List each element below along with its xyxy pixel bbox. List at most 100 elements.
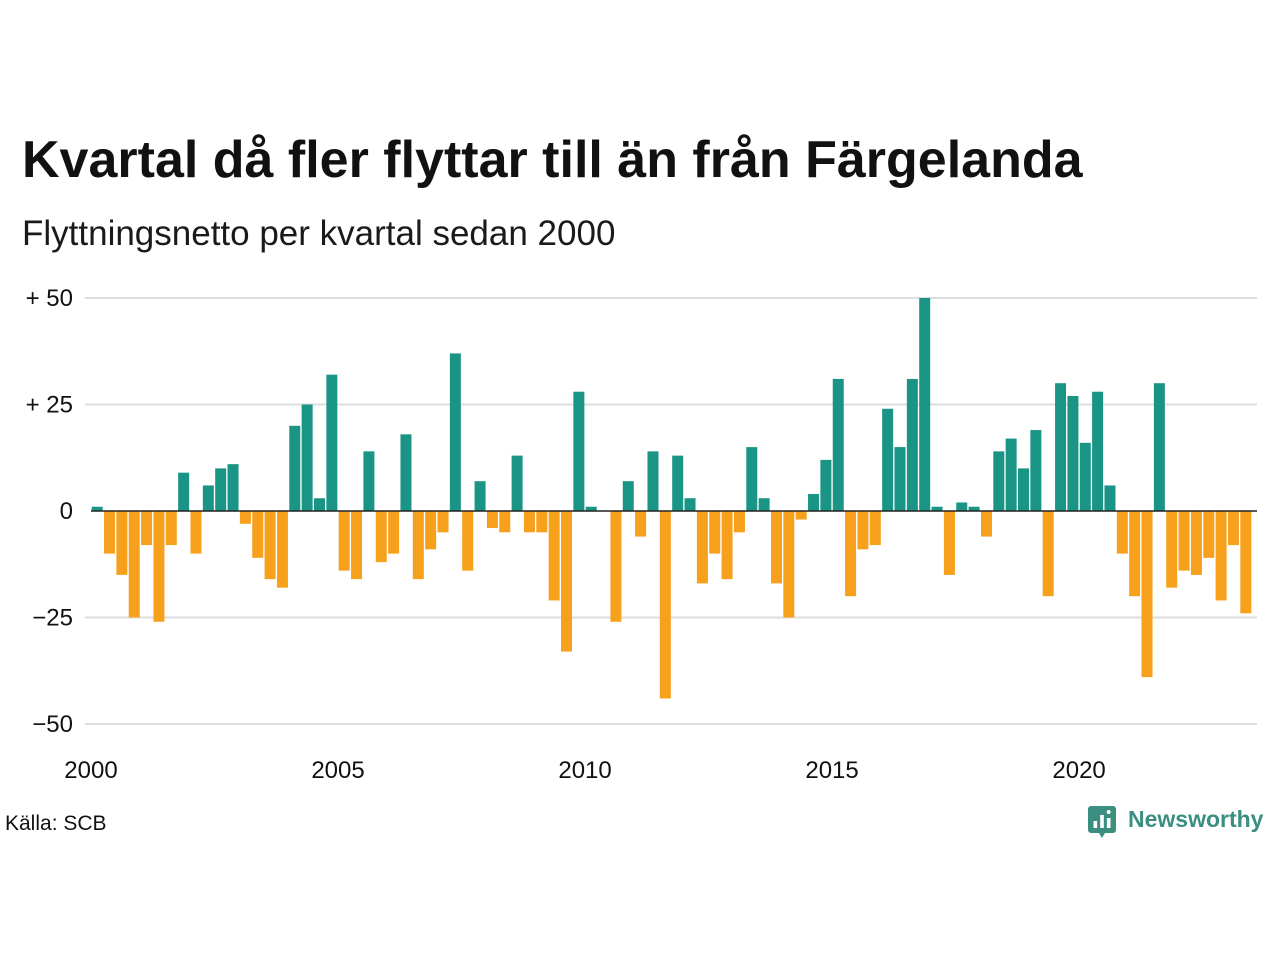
bar-negative <box>1116 511 1128 554</box>
bar-positive <box>832 378 844 511</box>
bar-positive <box>1055 383 1067 511</box>
bar-negative <box>462 511 474 571</box>
bar-negative <box>795 511 807 520</box>
bar-positive <box>400 434 412 511</box>
x-axis-labels: 2000 2005 2010 2015 2020 <box>64 757 1105 784</box>
bar-negative <box>375 511 387 563</box>
bar-negative <box>536 511 548 533</box>
x-tick-label: 2020 <box>1052 757 1105 784</box>
bar-positive <box>820 459 832 511</box>
bar-positive <box>585 506 597 511</box>
bar-negative <box>561 511 573 652</box>
y-axis-labels: + 50 + 25 0 −25 −50 <box>26 285 73 738</box>
bar-negative <box>845 511 857 597</box>
bar-positive <box>202 485 214 511</box>
bar-negative <box>412 511 424 580</box>
bar-negative <box>190 511 202 554</box>
bar-negative <box>1141 511 1153 678</box>
bar-positive <box>326 374 338 511</box>
bar-negative <box>153 511 165 622</box>
bar-negative <box>1042 511 1054 597</box>
bar-positive <box>289 425 301 511</box>
bar-positive <box>215 468 227 511</box>
bar-negative <box>721 511 733 580</box>
bar-negative <box>696 511 708 584</box>
bar-negative <box>388 511 400 554</box>
bar-positive <box>1153 383 1165 511</box>
y-tick-label: 0 <box>60 498 73 525</box>
y-tick-label: −50 <box>32 711 73 738</box>
bar-positive <box>1018 468 1030 511</box>
bar-negative <box>1178 511 1190 571</box>
bar-negative <box>437 511 449 533</box>
bar-negative <box>104 511 116 554</box>
bar-positive <box>474 481 486 511</box>
bar-negative <box>128 511 140 618</box>
bar-positive <box>647 451 659 511</box>
source-note: Källa: SCB <box>5 812 107 835</box>
bar-negative <box>1129 511 1141 597</box>
bar-negative <box>1215 511 1227 601</box>
bar-negative <box>165 511 177 546</box>
bar-negative <box>351 511 363 580</box>
x-tick-label: 2005 <box>311 757 364 784</box>
x-tick-label: 2010 <box>558 757 611 784</box>
bar-positive <box>363 451 375 511</box>
bar-positive <box>919 298 931 511</box>
y-tick-label: −25 <box>32 605 73 632</box>
bar-positive <box>1067 395 1079 511</box>
bar-positive <box>301 404 313 511</box>
bar-negative <box>252 511 264 558</box>
bar-negative <box>141 511 153 546</box>
newsworthy-chart-bubble-icon <box>1088 806 1116 838</box>
bar-negative <box>659 511 671 699</box>
bar-negative <box>523 511 535 533</box>
bar-positive <box>91 506 103 511</box>
x-tick-label: 2015 <box>805 757 858 784</box>
bar-positive <box>178 472 190 511</box>
bar-negative <box>425 511 437 550</box>
bar-negative <box>709 511 721 554</box>
bar-negative <box>857 511 869 550</box>
bar-positive <box>758 498 770 511</box>
bar-positive <box>1092 391 1104 511</box>
bars <box>91 298 1252 699</box>
bar-positive <box>894 447 906 511</box>
bar-negative <box>610 511 622 622</box>
bar-negative <box>943 511 955 575</box>
bar-negative <box>1240 511 1252 614</box>
bar-negative <box>1166 511 1178 588</box>
bar-positive <box>684 498 696 511</box>
y-tick-label: + 50 <box>26 285 73 312</box>
chart-title: Kvartal då fler flyttar till än från Fär… <box>22 131 1083 189</box>
bar-positive <box>808 493 820 511</box>
bar-positive <box>511 455 523 511</box>
bar-positive <box>573 391 585 511</box>
bar-positive <box>449 353 461 511</box>
bar-positive <box>1079 442 1091 511</box>
newsworthy-logo: Newsworthy <box>1088 804 1268 840</box>
bar-negative <box>869 511 881 546</box>
bar-negative <box>635 511 647 537</box>
bar-positive <box>906 378 918 511</box>
bar-positive <box>956 502 968 511</box>
bar-negative <box>264 511 276 580</box>
bar-positive <box>1104 485 1116 511</box>
bar-positive <box>1005 438 1017 511</box>
brand-name: Newsworthy <box>1128 806 1264 832</box>
x-tick-label: 2000 <box>64 757 117 784</box>
bar-negative <box>499 511 511 533</box>
bar-negative <box>980 511 992 537</box>
bar-negative <box>338 511 350 571</box>
bar-negative <box>733 511 745 533</box>
bar-positive <box>746 447 758 511</box>
bar-positive <box>968 506 980 511</box>
bar-negative <box>276 511 288 588</box>
chart-subtitle: Flyttningsnetto per kvartal sedan 2000 <box>22 214 616 253</box>
bar-positive <box>622 481 634 511</box>
bar-negative <box>486 511 498 529</box>
bar-negative <box>770 511 782 584</box>
bar-positive <box>993 451 1005 511</box>
